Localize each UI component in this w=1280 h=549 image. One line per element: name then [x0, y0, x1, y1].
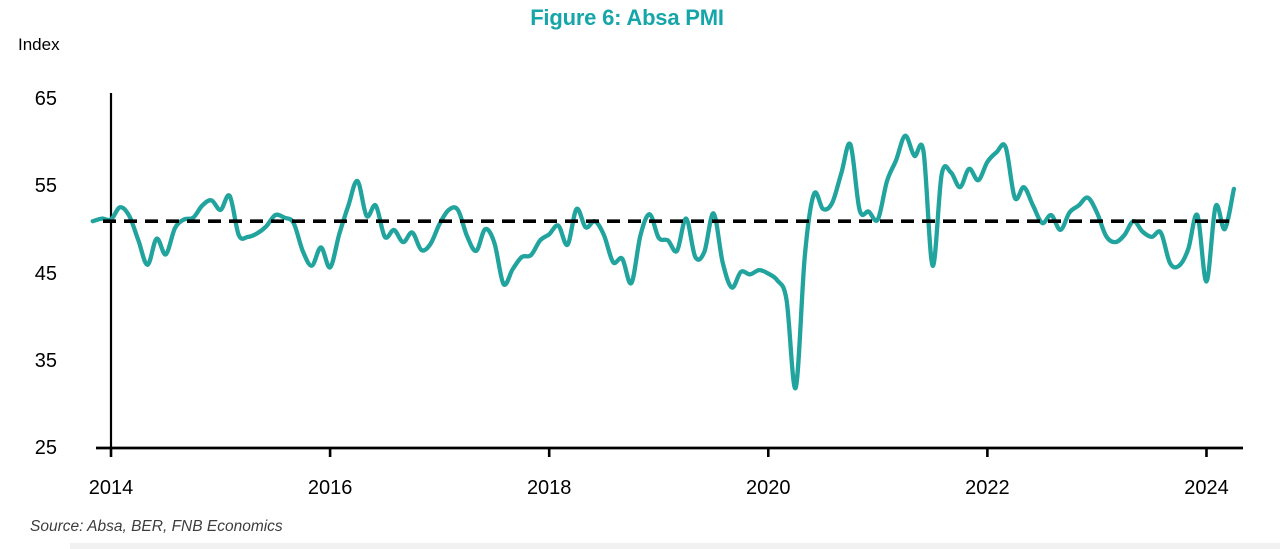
- source-note: Source: Absa, BER, FNB Economics: [30, 518, 283, 535]
- chart-title: Figure 6: Absa PMI: [530, 5, 724, 30]
- pmi-series-line: [90, 133, 1237, 390]
- page-edge-artifact: [70, 543, 1280, 549]
- y-axis-unit-label: Index: [18, 35, 60, 54]
